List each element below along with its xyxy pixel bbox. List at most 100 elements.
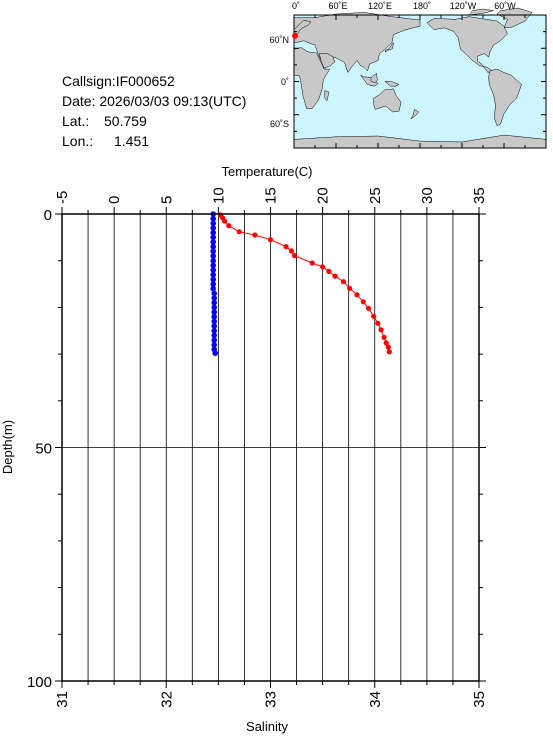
map-lon-labels: 0˚ 60˚E 120˚E 180˚ 120˚W 60˚W [292, 1, 516, 11]
lat-label: Lat.: [62, 113, 89, 129]
depth-tick-label: 0 [44, 207, 52, 224]
salinity-axis-title: Salinity [246, 719, 288, 734]
station-location-marker [292, 32, 299, 39]
salinity-point [211, 318, 217, 325]
salinity-tick-label: 34 [367, 691, 384, 708]
temperature-tick-label: 35 [471, 187, 488, 204]
salinity-point [210, 215, 216, 222]
chart-grid [62, 214, 479, 681]
temperature-point [283, 244, 289, 250]
salinity-point [210, 248, 216, 255]
temperature-point [326, 268, 332, 274]
map-lon-label: 60˚W [494, 1, 516, 11]
map-lat-label: 60˚S [270, 119, 289, 129]
temperature-point [381, 334, 387, 340]
temperature-point [375, 320, 381, 326]
temperature-point [291, 253, 298, 259]
temperature-point [354, 292, 360, 298]
temperature-point [347, 285, 353, 291]
temperature-point [288, 248, 294, 254]
salinity-point [210, 285, 216, 292]
depth-tick-labels: 0 50 100 [27, 207, 52, 691]
map-lat-label: 0˚ [281, 77, 289, 87]
salinity-tick-label: 31 [54, 691, 71, 708]
map-landmass [426, 16, 508, 73]
depth-tick-label: 100 [27, 674, 52, 691]
map-lat-label: 60˚N [269, 35, 289, 45]
map-landmass [410, 109, 419, 120]
salinity-point [210, 267, 216, 273]
depth-axis-title: Depth(m) [0, 420, 15, 474]
map-landmass [370, 72, 378, 84]
lon-label: Lon.: [62, 133, 93, 149]
map-landmass [324, 90, 330, 102]
temperature-tick-label: 15 [263, 187, 280, 204]
salinity-point [210, 220, 216, 227]
salinity-point [211, 313, 217, 320]
temperature-point [222, 218, 228, 224]
map-landmass [384, 80, 400, 87]
temperature-point [386, 349, 392, 355]
temperature-point [320, 264, 326, 270]
temperature-point [385, 344, 391, 350]
salinity-point [211, 323, 217, 329]
temperature-point [383, 340, 389, 346]
salinity-point [210, 253, 216, 259]
temperature-tick-label: 30 [419, 187, 436, 204]
temperature-tick-label: 20 [315, 187, 332, 204]
temperature-point [309, 260, 315, 266]
salinity-point [211, 328, 217, 334]
map-lat-labels: 60˚N 0˚ 60˚S [269, 35, 289, 129]
temperature-tick-label: 10 [210, 187, 227, 204]
salinity-point [210, 257, 216, 264]
temperature-tick-label: -5 [54, 191, 71, 204]
lat-value: 50.759 [104, 113, 147, 129]
depth-tick-label: 50 [35, 441, 52, 458]
temperature-tick-label: 0 [106, 196, 123, 204]
salinity-point [211, 304, 217, 311]
temperature-axis-title: Temperature(C) [221, 164, 312, 179]
salinity-point [211, 295, 217, 301]
temperature-tick-label: 25 [367, 187, 384, 204]
map-lon-label: 60˚E [328, 1, 347, 11]
temperature-point [365, 305, 372, 311]
map-landmass [468, 8, 494, 16]
salinity-tick-labels: 31 32 33 34 35 [54, 691, 488, 708]
temperature-point [332, 273, 338, 279]
salinity-tick-label: 33 [263, 691, 280, 708]
temperature-point [236, 229, 242, 235]
salinity-point [210, 276, 216, 283]
callsign-text: Callsign:IF000652 [62, 73, 175, 89]
chart-series [210, 211, 392, 357]
salinity-point [210, 262, 216, 269]
salinity-point [211, 337, 217, 343]
salinity-point [211, 342, 217, 348]
temperature-point [340, 279, 347, 285]
map-landmass [318, 53, 335, 69]
map-landmass [373, 88, 402, 113]
salinity-tick-label: 32 [158, 691, 175, 708]
temperature-point [252, 232, 258, 238]
map-lon-label: 180˚ [413, 1, 431, 11]
temperature-tick-label: 5 [158, 196, 175, 204]
date-text: Date: 2026/03/03 09:13(UTC) [62, 93, 246, 109]
salinity-point [211, 309, 217, 315]
salinity-point [212, 350, 218, 357]
salinity-point [211, 299, 217, 306]
temperature-point [378, 327, 384, 333]
world-map: 0˚ 60˚E 120˚E 180˚ 120˚W 60˚W 60˚N 0˚ 60… [269, 1, 547, 149]
temperature-tick-labels: -5 0 5 10 15 20 25 30 35 [54, 187, 488, 204]
map-landmass [384, 41, 394, 53]
salinity-point [210, 239, 216, 245]
map-land [293, 7, 547, 149]
salinity-point [210, 271, 216, 278]
salinity-point [210, 229, 216, 236]
map-landmass [360, 74, 379, 87]
map-landmass [293, 47, 331, 109]
temperature-point [360, 299, 366, 305]
salinity-point [210, 225, 216, 231]
salinity-point [210, 281, 216, 287]
salinity-tick-label: 35 [471, 691, 488, 708]
temperature-point [267, 237, 274, 243]
